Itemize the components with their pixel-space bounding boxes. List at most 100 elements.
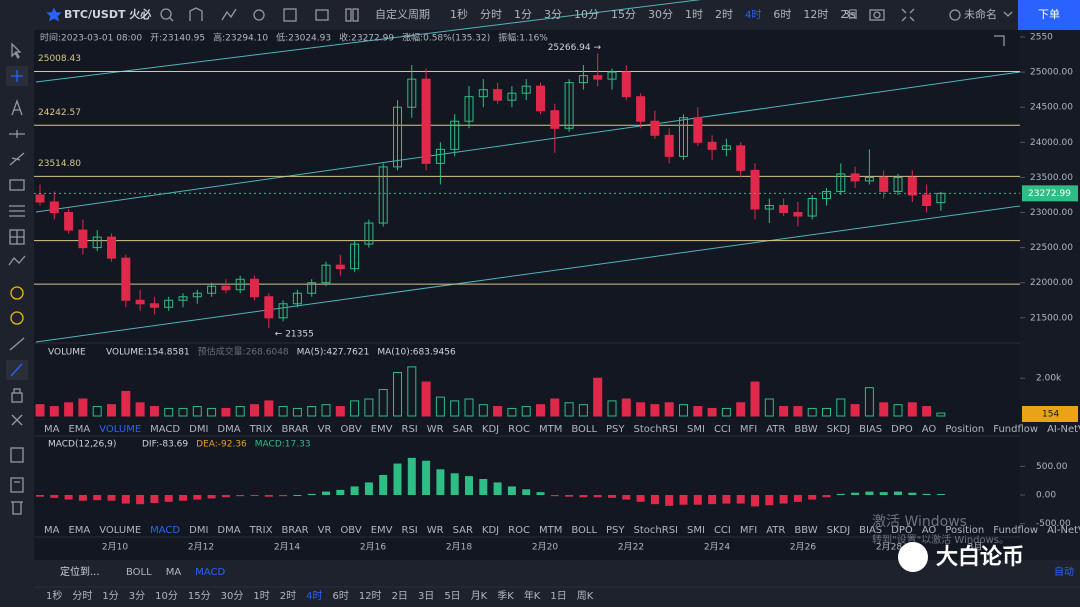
indicator-tab[interactable]: RSI (402, 525, 418, 536)
refresh[interactable]: 3s (843, 8, 856, 21)
indicator-tab[interactable]: BOLL (571, 424, 597, 435)
indicator-tab[interactable]: CCI (714, 424, 731, 435)
indicator-tab[interactable]: DMI (189, 424, 208, 435)
indicator-tab[interactable]: SAR (453, 424, 473, 435)
study-tab[interactable]: MA (166, 567, 182, 578)
indicator-tab[interactable]: StochRSI (634, 525, 678, 536)
indicator-tab[interactable]: SMI (687, 525, 705, 536)
interval[interactable]: 1分 (514, 8, 532, 21)
bottom-interval[interactable]: 月K (471, 590, 488, 602)
bottom-interval[interactable]: 年K (524, 589, 541, 602)
indicator-tab[interactable]: AI-NetVOL (1047, 424, 1080, 435)
indicator-tab[interactable]: CCI (714, 525, 731, 536)
indicator-tab[interactable]: EMV (371, 525, 393, 536)
interval[interactable]: 4时 (745, 9, 761, 21)
indicator-tab[interactable]: OBV (340, 424, 361, 435)
indicator-tab[interactable]: RSI (402, 424, 418, 435)
indicator-tab[interactable]: SAR (453, 525, 473, 536)
bottom-interval[interactable]: 2时 (280, 590, 296, 602)
bottom-interval[interactable]: 6时 (332, 590, 348, 602)
indicator-tab[interactable]: Fundflow (993, 525, 1038, 536)
bottom-interval[interactable]: 1秒 (46, 589, 62, 602)
bottom-interval[interactable]: 5日 (444, 591, 460, 602)
indicator-tab[interactable]: VR (318, 424, 332, 435)
interval[interactable]: 3分 (544, 8, 562, 21)
indicator-tab[interactable]: MTM (539, 424, 562, 435)
indicator-tab[interactable]: MACD (150, 525, 180, 536)
indicator-tab[interactable]: BRAR (281, 424, 308, 435)
interval[interactable]: 15分 (611, 8, 636, 21)
indicator-tab[interactable]: DPO (891, 525, 913, 536)
indicator-tab[interactable]: DMI (189, 525, 208, 536)
bottom-interval[interactable]: 季K (497, 590, 514, 602)
interval[interactable]: 1时 (685, 8, 703, 21)
interval[interactable]: 1秒 (450, 7, 468, 21)
interval[interactable]: 分时 (480, 8, 502, 21)
bottom-interval[interactable]: 30分 (221, 590, 244, 602)
indicator-tab[interactable]: PSY (606, 525, 625, 536)
indicator-tab[interactable]: BBW (794, 424, 817, 435)
auto[interactable]: 自动 (1054, 565, 1074, 578)
bottom-interval[interactable]: 15分 (188, 590, 211, 602)
pane-title[interactable]: VOLUME (48, 348, 86, 358)
indicator-tab[interactable]: KDJ (482, 525, 499, 536)
interval[interactable]: 10分 (574, 8, 599, 21)
indicator-tab[interactable]: SKDJ (827, 424, 851, 435)
toolbar-icons[interactable] (46, 7, 1013, 46)
interval[interactable]: 12时 (803, 8, 828, 21)
indicator-tab[interactable]: ATR (766, 525, 785, 536)
bottom-interval[interactable]: 3分 (129, 590, 145, 602)
indicator-tab[interactable]: MA (44, 525, 60, 536)
indicator-tab[interactable]: DPO (891, 424, 913, 435)
indicator-tab[interactable]: BOLL (571, 525, 597, 536)
indicator-tab[interactable]: AI-NetVOL (1047, 525, 1080, 536)
indicator-tab[interactable]: DMA (217, 525, 240, 536)
indicator-tab[interactable]: MA (44, 424, 60, 435)
bottom-interval[interactable]: 1日 (550, 591, 566, 602)
interval[interactable]: 30分 (648, 8, 673, 21)
indicator-tab[interactable]: VR (318, 525, 332, 536)
tool-icons[interactable] (6, 42, 28, 515)
indicator-tab[interactable]: MFI (740, 525, 757, 536)
bottom-interval[interactable]: 2日 (392, 591, 408, 602)
indicator-tab[interactable]: AO (922, 424, 937, 435)
bottom-interval[interactable]: 12时 (359, 590, 382, 602)
bottom-interval[interactable]: 分时 (72, 590, 92, 602)
indicator-tab[interactable]: TRIX (249, 424, 273, 435)
indicator-tab[interactable]: AO (922, 525, 937, 536)
indicator-tab[interactable]: EMA (68, 525, 90, 536)
interval[interactable]: 2日 (840, 8, 858, 21)
indicator-tab[interactable]: VOLUME (99, 424, 141, 435)
indicator-tab[interactable]: ROC (508, 525, 530, 536)
bottom-interval[interactable]: 周K (577, 590, 594, 602)
indicator-tab[interactable]: Fundflow (993, 424, 1038, 435)
indicator-tab[interactable]: BBW (794, 525, 817, 536)
indicator-tab[interactable]: VOLUME (99, 525, 141, 536)
indicator-tab[interactable]: TRIX (249, 525, 273, 536)
bottom-interval[interactable]: 3日 (418, 591, 434, 602)
indicator-tab[interactable]: SKDJ (827, 525, 851, 536)
interval[interactable]: 6时 (773, 8, 791, 21)
indicator-tab[interactable]: BRAR (281, 525, 308, 536)
indicator-tab[interactable]: DMA (217, 424, 240, 435)
bottom-interval[interactable]: 1时 (253, 590, 269, 602)
indicator-tab[interactable]: OBV (340, 525, 361, 536)
bottom-interval[interactable]: 1分 (102, 590, 118, 602)
indicator-tab[interactable]: Position (945, 424, 984, 435)
indicator-tab[interactable]: ROC (508, 424, 530, 435)
indicator-tab[interactable]: SMI (687, 424, 705, 435)
indicator-tab[interactable]: MTM (539, 525, 562, 536)
bottom-interval[interactable]: 4时 (306, 590, 322, 602)
indicator-tab[interactable]: MFI (740, 424, 757, 435)
indicator-tab[interactable]: EMV (371, 424, 393, 435)
custom-period[interactable]: 自定义周期 (375, 7, 430, 21)
order-label[interactable]: 下单 (1038, 8, 1060, 21)
indicator-tab[interactable]: BIAS (859, 525, 882, 536)
indicator-tab[interactable]: Position (945, 525, 984, 536)
locate[interactable]: 定位到... (60, 565, 100, 578)
indicator-tab[interactable]: KDJ (482, 424, 499, 435)
indicator-tab[interactable]: WR (427, 424, 444, 435)
study-tab[interactable]: BOLL (126, 567, 152, 578)
indicator-tab[interactable]: WR (427, 525, 444, 536)
pane-title[interactable]: MACD(12,26,9) (48, 440, 116, 450)
